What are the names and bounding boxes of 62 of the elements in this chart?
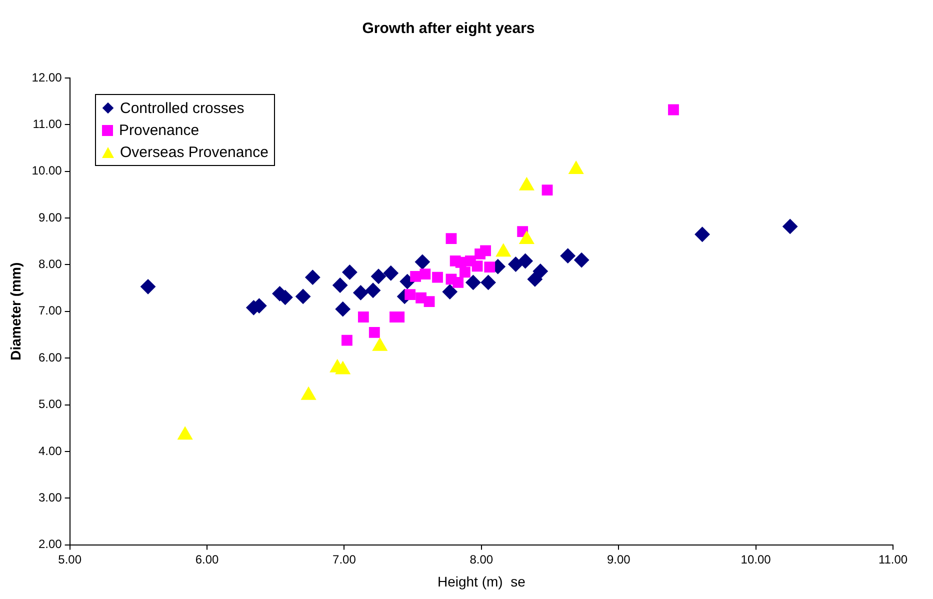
legend-label: Provenance: [119, 122, 200, 138]
point: [410, 270, 422, 282]
y-tick-label: 12.00: [32, 70, 62, 84]
point: [296, 288, 311, 304]
point: [694, 226, 710, 242]
point: [442, 284, 458, 300]
point: [358, 312, 369, 322]
point: [508, 256, 524, 272]
point: [404, 289, 416, 300]
point: [371, 268, 386, 284]
point: [480, 245, 491, 256]
point: [542, 184, 553, 196]
legend-label: Overseas Provenance: [120, 144, 268, 160]
point: [335, 302, 350, 317]
point: [432, 272, 443, 283]
point: [446, 233, 457, 244]
point: [452, 277, 464, 288]
x-tick-label: 5.00: [58, 552, 82, 566]
point: [480, 274, 496, 290]
x-tick-label: 10.00: [740, 552, 772, 566]
point: [383, 266, 398, 281]
y-axis-title: Diameter (mm): [7, 262, 24, 360]
point: [574, 252, 590, 268]
point: [353, 285, 368, 300]
point: [366, 282, 381, 298]
point: [332, 278, 348, 293]
y-tick-label: 7.00: [38, 304, 62, 318]
point: [466, 274, 481, 290]
y-tick-label: 10.00: [32, 164, 62, 178]
point: [140, 279, 156, 294]
y-tick-label: 4.00: [38, 444, 62, 458]
point: [518, 253, 533, 268]
point: [532, 264, 548, 279]
point: [560, 248, 576, 264]
point: [342, 334, 352, 346]
x-tick-label: 7.00: [332, 552, 356, 566]
x-tick-label: 11.00: [878, 552, 908, 566]
y-tick-label: 9.00: [38, 210, 62, 224]
point: [484, 262, 496, 273]
point: [668, 104, 679, 116]
x-tick-label: 9.00: [606, 552, 631, 566]
y-tick-label: 11.00: [32, 116, 62, 131]
legend-label: Controlled crosses: [120, 100, 244, 116]
point: [424, 296, 435, 308]
y-tick-label: 2.00: [38, 537, 62, 552]
point: [420, 268, 431, 280]
x-tick-label: 8.00: [470, 552, 494, 566]
point: [368, 326, 380, 338]
point: [782, 218, 798, 234]
point: [527, 272, 542, 287]
x-axis-title: Height (m) se: [437, 573, 526, 590]
x-tick-label: 6.00: [195, 552, 220, 566]
y-tick-label: 5.00: [38, 397, 62, 412]
point: [460, 266, 470, 278]
chart-title: Growth after eight years: [362, 20, 535, 38]
y-tick-label: 3.00: [38, 490, 62, 504]
point: [464, 256, 476, 266]
point: [342, 264, 358, 280]
y-tick-label: 8.00: [38, 257, 62, 272]
point: [414, 254, 430, 270]
y-tick-label: 6.00: [38, 350, 62, 364]
point: [305, 270, 320, 285]
